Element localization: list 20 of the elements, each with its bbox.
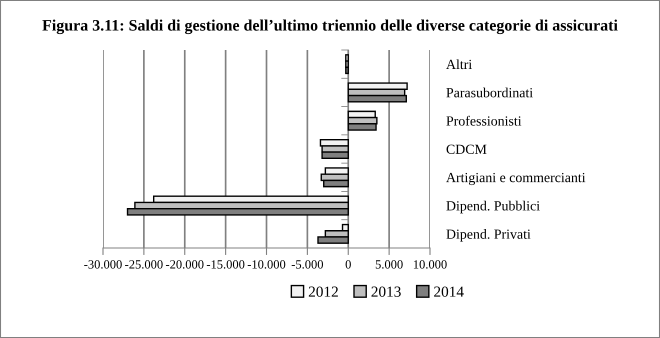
legend-label: 2012 xyxy=(308,286,338,297)
x-tick-label: -5.000 xyxy=(292,260,324,269)
x-tick-label: -20.000 xyxy=(166,260,204,269)
legend-label: 2013 xyxy=(371,286,401,297)
y-tick-label: Professionisti xyxy=(446,116,522,126)
x-tick-label: 5.000 xyxy=(376,260,403,269)
x-tick-label: -15.000 xyxy=(206,260,244,269)
chart-title: Figura 3.11: Saldi di gestione dell’ultimo triennio delle diverse categorie di assicurati xyxy=(42,19,618,34)
legend-label: 2014 xyxy=(434,286,464,297)
y-tick-label: Artigiani e commercianti xyxy=(446,172,586,186)
y-tick-label: CDCM xyxy=(446,144,486,154)
y-tick-label: Parasubordinati xyxy=(446,88,533,98)
x-tick-label: 0 xyxy=(346,260,351,269)
x-tick-label: -25.000 xyxy=(125,260,163,269)
y-tick-label: Dipend. Pubblici xyxy=(446,200,540,214)
y-tick-label: Dipend. Privati xyxy=(446,229,531,242)
y-tick-label: Altri xyxy=(446,59,472,70)
x-tick-label: -10.000 xyxy=(248,260,286,269)
x-tick-label: -30.000 xyxy=(84,260,122,269)
x-tick-label: 10.000 xyxy=(414,260,447,269)
